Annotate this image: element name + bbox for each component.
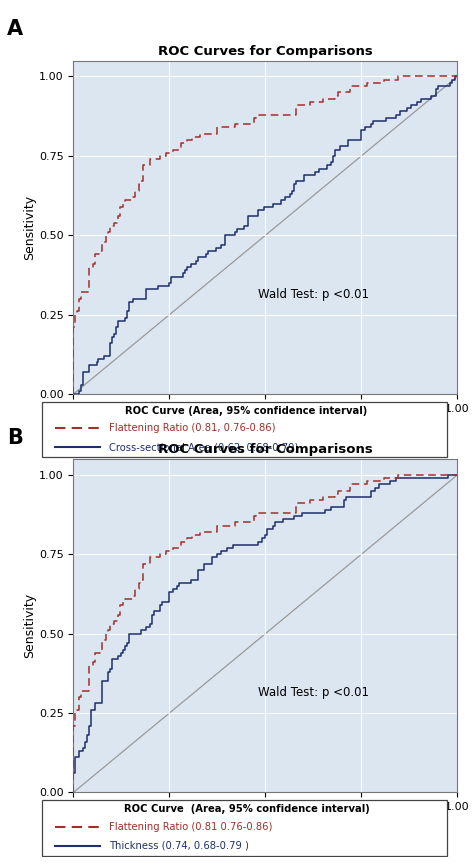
Text: Wald Test: p <0.01: Wald Test: p <0.01 [258, 288, 369, 301]
X-axis label: 1-Specificity: 1-Specificity [227, 815, 304, 828]
Y-axis label: Sensitivity: Sensitivity [23, 195, 36, 260]
Text: ROC Curve (Area, 95% confidence interval): ROC Curve (Area, 95% confidence interval… [125, 406, 368, 416]
Text: B: B [7, 428, 23, 448]
Text: Cross-sectional Area (0.62, 0.68-0.79): Cross-sectional Area (0.62, 0.68-0.79) [109, 443, 298, 452]
Y-axis label: Sensitivity: Sensitivity [23, 593, 36, 658]
Text: Wald Test: p <0.01: Wald Test: p <0.01 [258, 686, 369, 699]
Text: ROC Curve  (Area, 95% confidence interval): ROC Curve (Area, 95% confidence interval… [124, 805, 369, 814]
FancyBboxPatch shape [42, 800, 447, 856]
X-axis label: 1-Specificity: 1-Specificity [227, 417, 304, 430]
Text: Flattening Ratio (0.81, 0.76-0.86): Flattening Ratio (0.81, 0.76-0.86) [109, 423, 275, 433]
Title: ROC Curves for Comparisons: ROC Curves for Comparisons [158, 45, 373, 58]
Title: ROC Curves for Comparisons: ROC Curves for Comparisons [158, 443, 373, 456]
FancyBboxPatch shape [42, 402, 447, 457]
Text: Thickness (0.74, 0.68-0.79 ): Thickness (0.74, 0.68-0.79 ) [109, 841, 249, 850]
Text: Flattening Ratio (0.81 0.76-0.86): Flattening Ratio (0.81 0.76-0.86) [109, 822, 272, 831]
Text: A: A [7, 19, 23, 39]
